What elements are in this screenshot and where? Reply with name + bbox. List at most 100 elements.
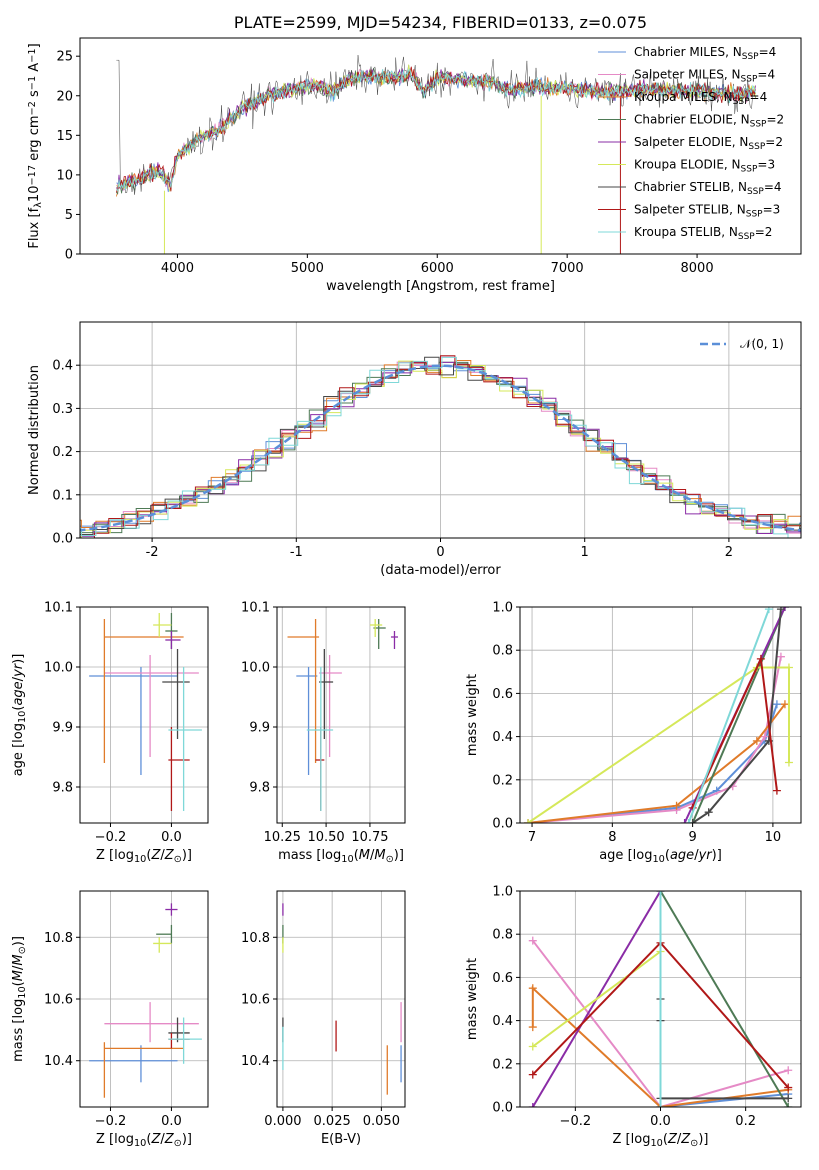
x-tick-label: 0.0: [161, 830, 182, 845]
weight-series: [687, 608, 770, 823]
x-tick-label: 8000: [681, 261, 714, 276]
y-tick-label: 0.6: [492, 687, 513, 702]
weight-marker: [784, 1066, 793, 1075]
weight-marker: [760, 732, 769, 741]
x-axis-label: Z [log10(Z/Z⊙)]: [96, 848, 192, 865]
spectrum-series: [116, 55, 756, 195]
normal-curve: [80, 364, 801, 532]
axes-frame: [79, 37, 802, 255]
weight-marker: [772, 700, 781, 709]
weight-marker: [528, 1103, 537, 1107]
legend-label: 𝒩(0, 1): [740, 337, 784, 351]
axes-frame: [79, 321, 802, 539]
x-tick-label: 7000: [551, 261, 584, 276]
weight-marker: [688, 819, 697, 823]
axes-frame: [519, 890, 802, 1108]
weight-series: [527, 703, 778, 823]
y-tick-label: 9.9: [249, 721, 270, 736]
y-tick-label: 10.6: [241, 993, 270, 1008]
y-tick-label: 0.1: [52, 488, 73, 503]
weight-marker: [528, 1023, 537, 1032]
x-tick-label: -1: [290, 545, 303, 560]
y-tick-label: 0.3: [52, 402, 73, 417]
x-tick-label: 10.75: [351, 830, 388, 845]
errorbars: [287, 619, 398, 811]
y-axis-label: mass weight: [465, 674, 480, 756]
y-tick-label: 10.1: [44, 601, 73, 616]
y-tick-label: 10.1: [241, 601, 270, 616]
y-tick-label: 0.8: [492, 928, 513, 943]
legend-label: Chabrier MILES, NSSP=4: [634, 45, 776, 62]
axes-frame: [79, 890, 209, 1108]
weight-marker: [752, 736, 761, 745]
histograms: [80, 355, 801, 538]
weight-series: [527, 666, 790, 823]
y-tick-label: 10.0: [241, 661, 270, 676]
y-tick-label: 0: [65, 248, 73, 263]
errorbars: [89, 613, 202, 811]
weight-series: [532, 940, 789, 1107]
y-tick-label: 0.2: [492, 773, 513, 788]
x-tick-label: 10.50: [307, 830, 344, 845]
x-tick-label: 8: [608, 830, 616, 845]
y-tick-label: 5: [65, 208, 73, 223]
y-tick-label: 9.9: [52, 721, 73, 736]
histogram-series: [80, 360, 801, 529]
x-axis-label: wavelength [Angstrom, rest frame]: [326, 279, 555, 294]
weight-marker: [784, 663, 793, 672]
axes-frame: [79, 606, 209, 824]
weight-marker: [704, 808, 713, 817]
y-tick-label: 10.4: [241, 1054, 270, 1069]
y-tick-label: 1.0: [492, 885, 513, 900]
weight-marker: [756, 654, 765, 663]
x-tick-label: 2: [725, 545, 733, 560]
x-tick-label: −0.2: [95, 1114, 127, 1129]
weight-series: [692, 609, 782, 823]
x-tick-label: −0.2: [560, 1114, 592, 1129]
y-tick-label: 10.8: [241, 931, 270, 946]
legend-label: Salpeter STELIB, NSSP=3: [634, 203, 780, 220]
x-tick-label: 4000: [161, 261, 194, 276]
weight-marker: [680, 819, 689, 823]
y-axis-label: mass [log10(M/M⊙)]: [11, 936, 28, 1062]
weight-series: [659, 891, 790, 1107]
legend-label: Salpeter ELODIE, NSSP=2: [634, 135, 783, 152]
weight-marker: [784, 1103, 793, 1107]
y-tick-label: 1.0: [492, 601, 513, 616]
x-tick-label: −0.2: [95, 830, 127, 845]
y-tick-label: 0.4: [52, 359, 73, 374]
weight-marker: [528, 936, 537, 945]
weight-marker: [672, 801, 681, 810]
y-tick-label: 0.2: [52, 445, 73, 460]
weight-marker: [772, 786, 781, 795]
weight-marker: [656, 891, 665, 895]
spectrum-lines: [116, 55, 756, 254]
y-tick-label: 20: [56, 89, 73, 104]
histogram-series: [80, 356, 801, 535]
weight-marker: [524, 819, 533, 823]
x-tick-label: 9: [688, 830, 696, 845]
weight-marker: [684, 819, 693, 823]
weight-marker: [776, 607, 785, 614]
x-axis-label: mass [log10(M/M⊙)]: [278, 848, 404, 865]
weight-marker: [528, 1070, 537, 1079]
x-tick-label: 7: [528, 830, 536, 845]
x-tick-label: 0.050: [363, 1114, 400, 1129]
y-tick-label: 10: [56, 168, 73, 183]
weight-marker: [780, 607, 789, 611]
y-tick-label: 10.8: [44, 931, 73, 946]
chart-title: PLATE=2599, MJD=54234, FIBERID=0133, z=0…: [234, 13, 647, 32]
y-tick-label: 0.2: [492, 1057, 513, 1072]
y-axis-label: mass weight: [465, 958, 480, 1040]
x-tick-label: 0.0: [650, 1114, 671, 1129]
x-axis-label: (data-model)/error: [380, 563, 501, 578]
x-tick-label: 0.2: [735, 1114, 756, 1129]
weight-marker: [528, 1042, 537, 1051]
errorbars: [89, 903, 202, 1098]
weight-series: [691, 607, 786, 823]
y-tick-label: 9.8: [52, 781, 73, 796]
x-tick-label: -2: [146, 545, 159, 560]
y-axis-label: age [log10(age/yr)]: [11, 654, 28, 777]
y-tick-label: 0.0: [492, 1101, 513, 1116]
